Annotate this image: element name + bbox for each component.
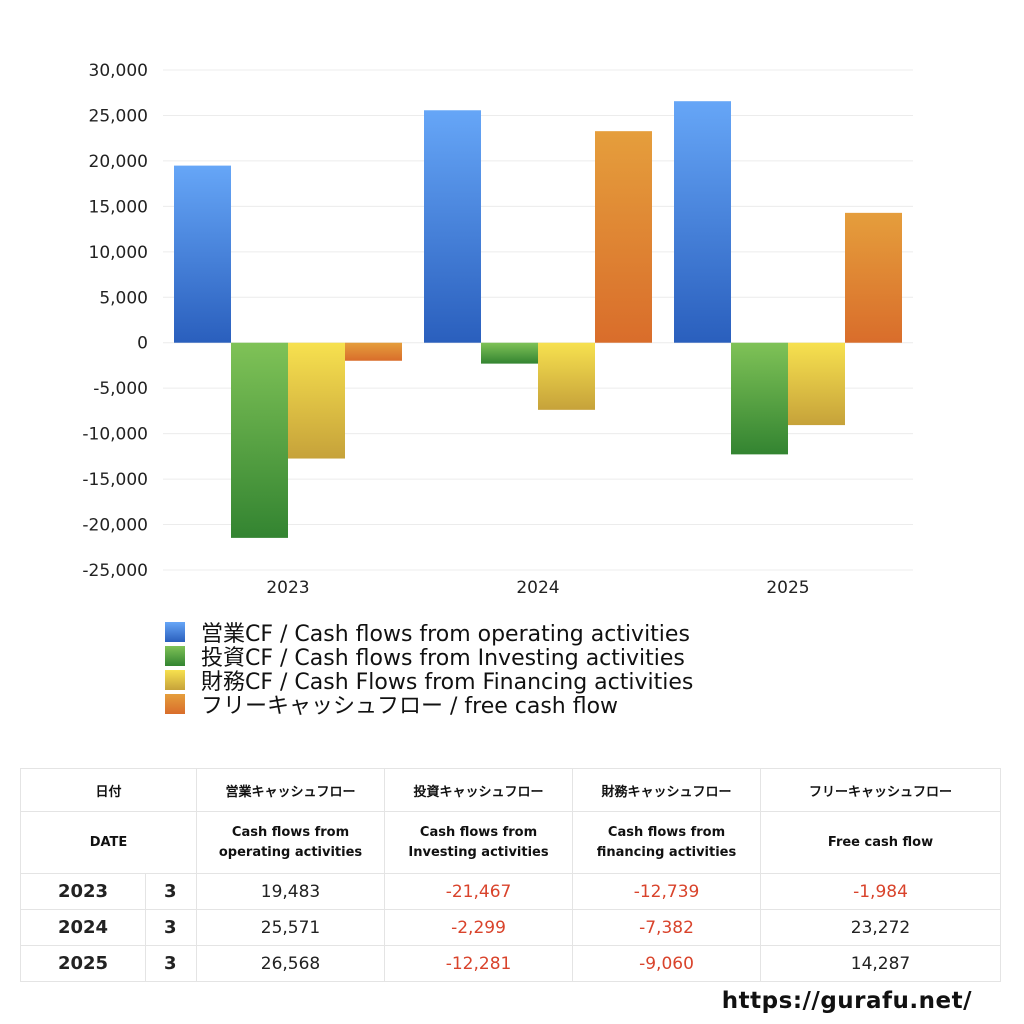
- legend-item-operating: 営業CF / Cash flows from operating activit…: [165, 620, 693, 647]
- y-tick-label: -25,000: [82, 561, 148, 581]
- legend-label-financing: 財務CF / Cash Flows from Financing activit…: [201, 670, 694, 695]
- header-financing-en-line1: Cash flows from: [607, 824, 726, 840]
- legend-swatch-free-cash-flow: [165, 694, 185, 714]
- header-date-jp: 日付: [19, 768, 198, 812]
- cell-free-cash-flow: -1,984: [760, 873, 1002, 910]
- bar-investing: [231, 342, 288, 538]
- row-year: 2025: [20, 945, 146, 982]
- cell-investing: -2,299: [384, 909, 574, 946]
- header-investing-en: Cash flows from Investing activities: [384, 811, 574, 874]
- y-tick-label: 25,000: [89, 106, 148, 126]
- header-date-en-text: DATE: [89, 834, 128, 850]
- y-tick-label: -15,000: [82, 470, 148, 490]
- cell-financing: -7,382: [572, 909, 762, 946]
- site-url[interactable]: https://gurafu.net/: [721, 988, 972, 1014]
- row-month: 3: [144, 909, 198, 946]
- cell-financing: -12,739: [572, 873, 762, 910]
- header-free-cash-flow-jp: フリーキャッシュフロー: [760, 768, 1002, 812]
- y-tick-label: 30,000: [89, 61, 148, 81]
- header-free-cash-flow-en-text: Free cash flow: [827, 834, 934, 850]
- cell-investing: -21,467: [384, 873, 574, 910]
- bar-operating: [424, 110, 481, 343]
- legend-swatch-financing: [165, 670, 185, 690]
- y-tick-label: 0: [137, 334, 148, 354]
- header-financing-en: Cash flows from financing activities: [572, 811, 762, 874]
- bar-free-cash-flow: [845, 212, 902, 343]
- table-header-jp: 日付 営業キャッシュフロー 投資キャッシュフロー 財務キャッシュフロー フリーキ…: [19, 768, 1002, 812]
- header-free-cash-flow-en: Free cash flow: [760, 811, 1002, 874]
- cell-investing: -12,281: [384, 945, 574, 982]
- bar-financing: [288, 342, 345, 459]
- table-row: 2025 3 26,568 -12,281 -9,060 14,287: [20, 945, 1002, 982]
- bar-free-cash-flow: [345, 342, 402, 361]
- chart-legend: 営業CF / Cash flows from operating activit…: [165, 620, 693, 719]
- bar-operating: [674, 101, 731, 343]
- y-tick-label: 5,000: [99, 288, 148, 308]
- legend-item-free-cash-flow: フリーキャッシュフロー / free cash flow: [165, 692, 693, 719]
- cell-operating: 19,483: [196, 873, 386, 910]
- y-tick-label: -10,000: [82, 425, 148, 445]
- legend-item-financing: 財務CF / Cash Flows from Financing activit…: [165, 668, 693, 695]
- legend-label-free-cash-flow: フリーキャッシュフロー / free cash flow: [201, 694, 619, 719]
- table-row: 2023 3 19,483 -21,467 -12,739 -1,984: [20, 873, 1002, 910]
- header-date-en: DATE: [19, 811, 198, 874]
- header-investing-jp: 投資キャッシュフロー: [384, 768, 574, 812]
- legend-swatch-operating: [165, 622, 185, 642]
- header-financing-en-line2: financing activities: [596, 844, 737, 860]
- bar-investing: [481, 342, 538, 364]
- header-operating-en-line1: Cash flows from: [231, 824, 350, 840]
- x-tick-label: 2025: [766, 578, 809, 598]
- table-row: 2024 3 25,571 -2,299 -7,382 23,272: [20, 909, 1002, 946]
- row-year: 2024: [20, 909, 146, 946]
- header-investing-en-line1: Cash flows from: [419, 824, 538, 840]
- cell-operating: 25,571: [196, 909, 386, 946]
- header-financing-jp: 財務キャッシュフロー: [572, 768, 762, 812]
- cash-flow-chart: 30,000 25,000 20,000 15,000 10,000 5,000 0 -5,0…: [82, 61, 913, 598]
- header-operating-jp: 営業キャッシュフロー: [196, 768, 386, 812]
- row-month: 3: [144, 873, 198, 910]
- header-investing-en-line2: Investing activities: [408, 844, 549, 860]
- y-tick-label: 20,000: [89, 152, 148, 172]
- cash-flow-table: 日付 営業キャッシュフロー 投資キャッシュフロー 財務キャッシュフロー フリーキ…: [19, 768, 1002, 982]
- header-operating-en-line2: operating activities: [218, 844, 363, 860]
- legend-label-operating: 営業CF / Cash flows from operating activit…: [201, 622, 690, 647]
- y-tick-label: 15,000: [89, 197, 148, 217]
- legend-swatch-investing: [165, 646, 185, 666]
- legend-label-investing: 投資CF / Cash flows from Investing activit…: [201, 646, 685, 671]
- bar-financing: [788, 342, 845, 426]
- y-tick-label: 10,000: [89, 243, 148, 263]
- x-tick-label: 2023: [266, 578, 309, 598]
- cell-free-cash-flow: 14,287: [760, 945, 1002, 982]
- bar-free-cash-flow: [595, 131, 652, 343]
- y-tick-label: -5,000: [93, 379, 148, 399]
- cell-operating: 26,568: [196, 945, 386, 982]
- bar-investing: [731, 342, 788, 455]
- header-operating-en: Cash flows from operating activities: [196, 811, 386, 874]
- bar-operating: [174, 165, 231, 343]
- table-header-en: DATE Cash flows from operating activities…: [19, 811, 1002, 874]
- legend-item-investing: 投資CF / Cash flows from Investing activit…: [165, 644, 693, 671]
- x-tick-label: 2024: [516, 578, 559, 598]
- y-tick-label: -20,000: [82, 516, 148, 536]
- cell-free-cash-flow: 23,272: [760, 909, 1002, 946]
- row-year: 2023: [20, 873, 146, 910]
- cell-financing: -9,060: [572, 945, 762, 982]
- bar-financing: [538, 342, 595, 410]
- row-month: 3: [144, 945, 198, 982]
